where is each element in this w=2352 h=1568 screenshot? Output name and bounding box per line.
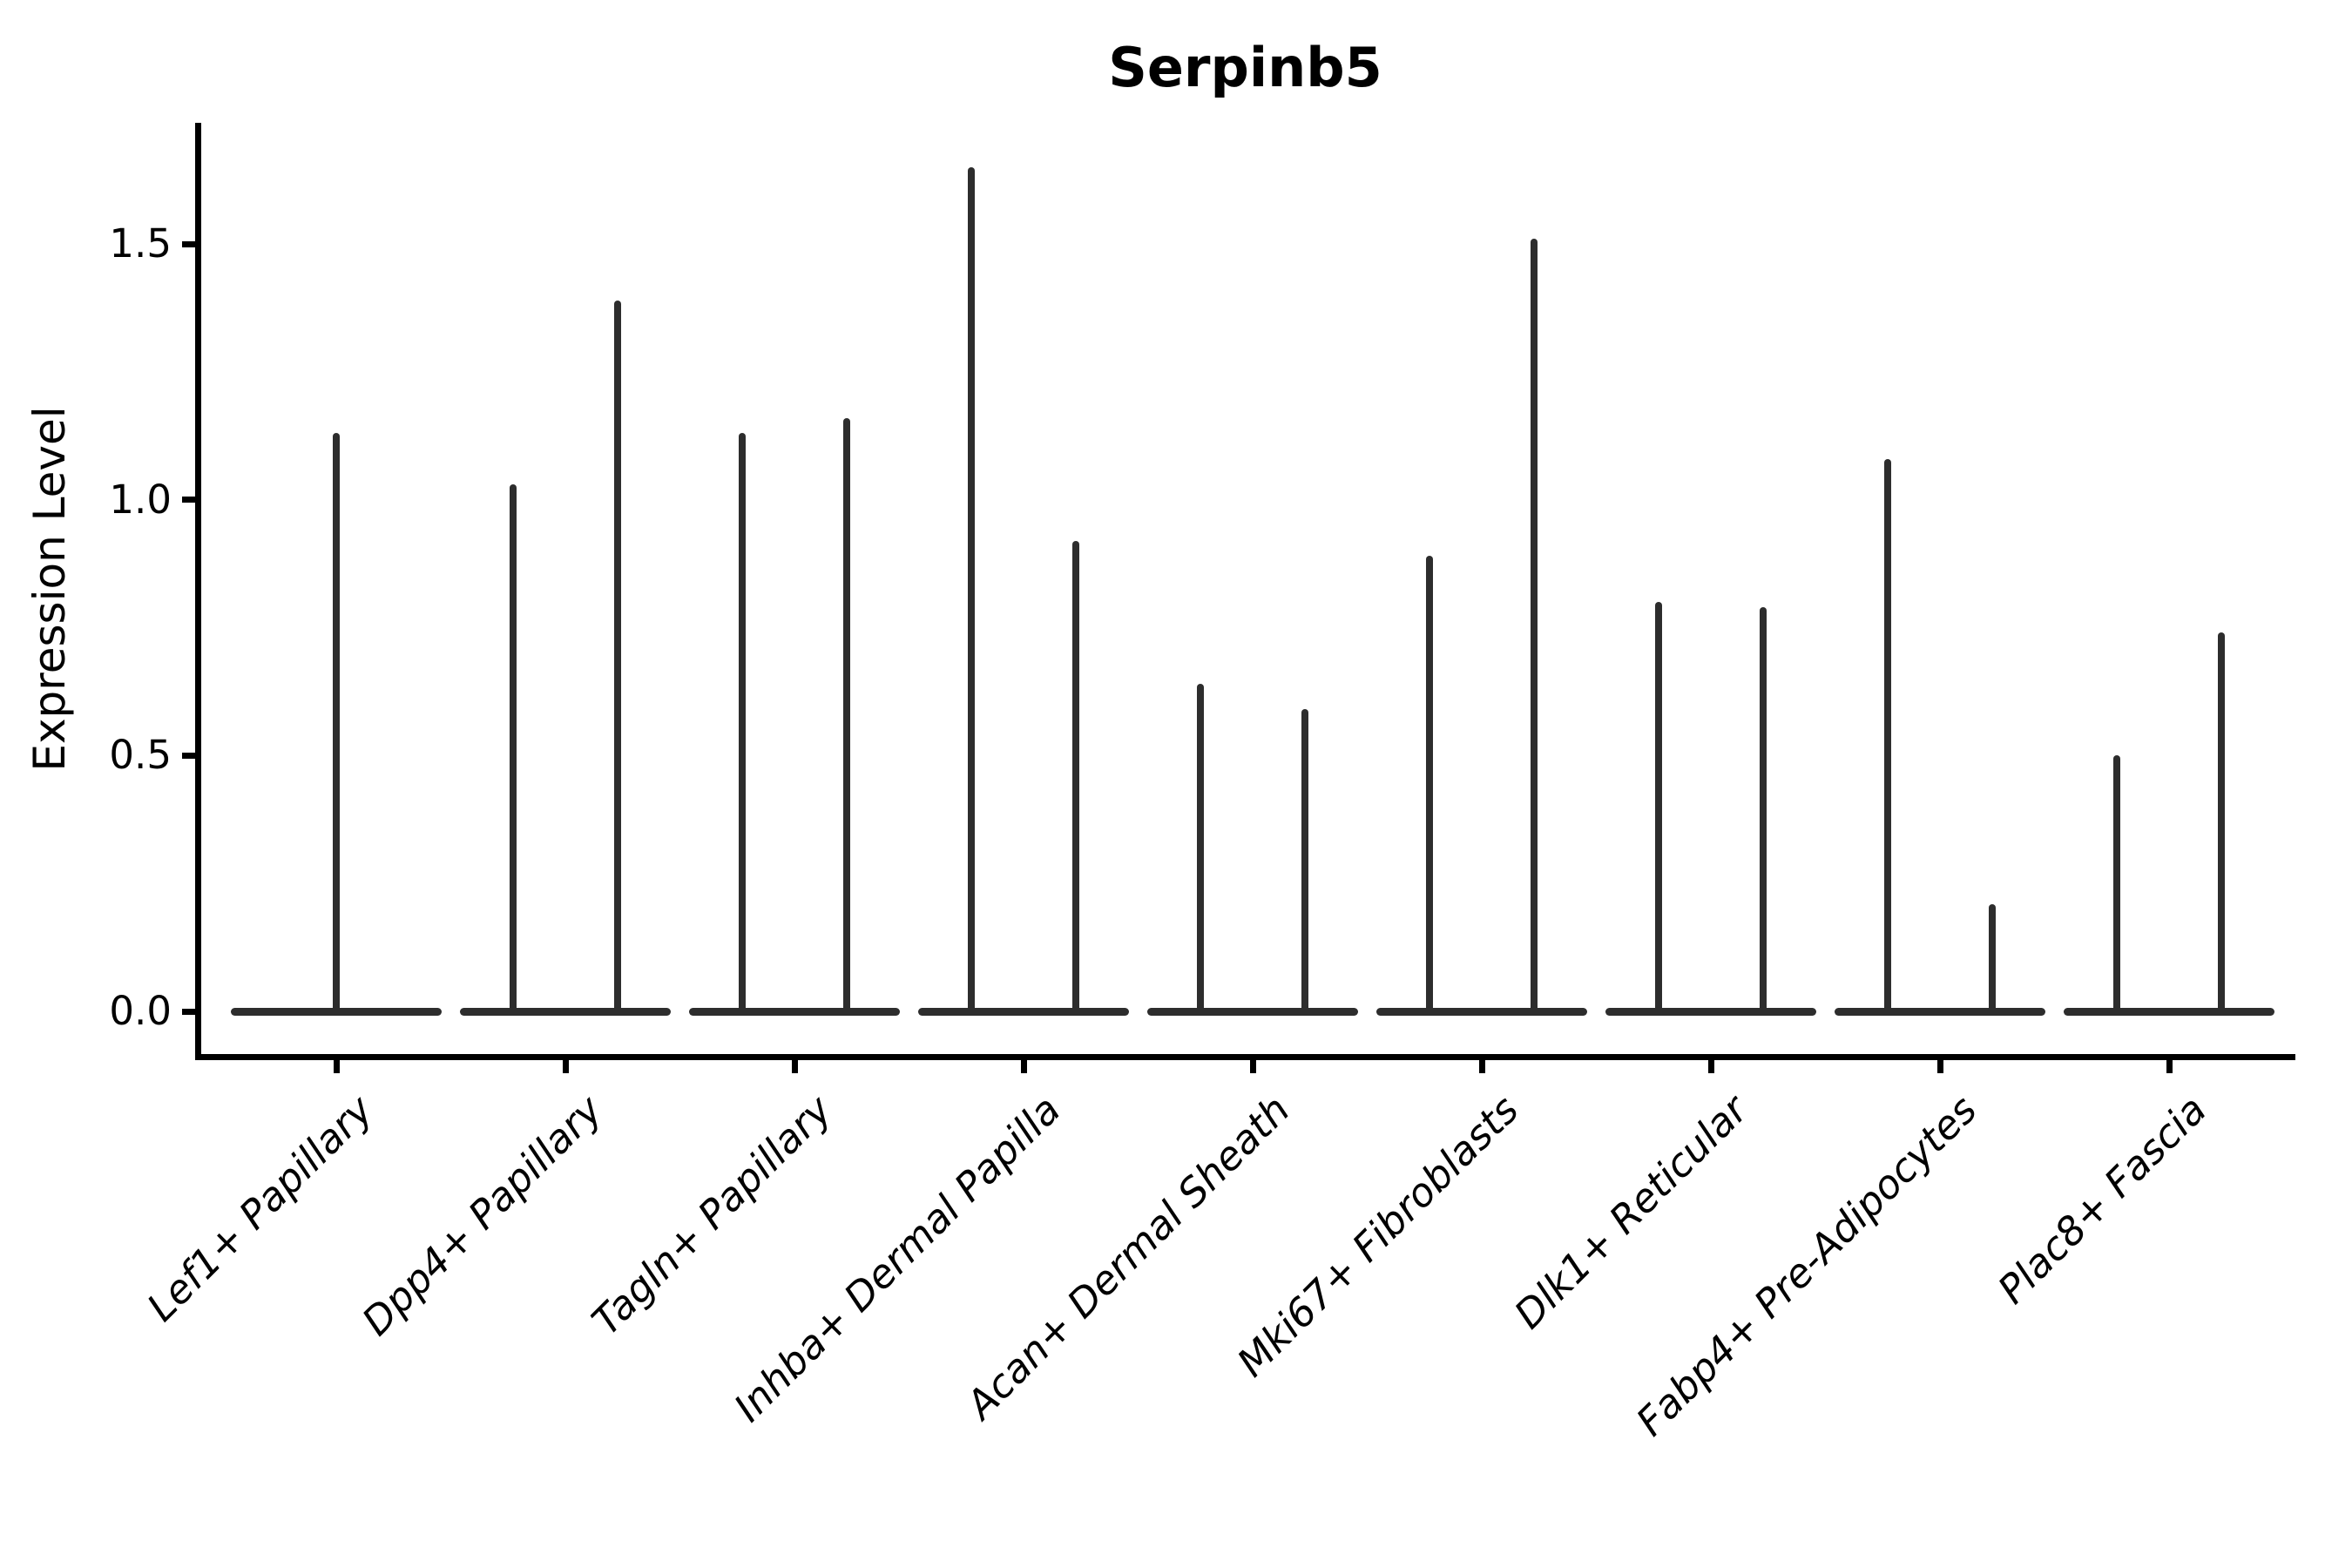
violin-spike	[1884, 458, 1891, 1015]
y-tick	[182, 1008, 195, 1015]
x-tick	[1249, 1060, 1256, 1073]
violin-spike	[968, 166, 975, 1015]
x-tick	[1478, 1060, 1485, 1073]
y-axis-spine	[195, 123, 201, 1060]
violin-baseline	[918, 1007, 1129, 1016]
y-tick-label: 1.5	[109, 220, 172, 267]
violin-spike	[1760, 607, 1767, 1015]
x-tick	[791, 1060, 798, 1073]
violin-spike	[1989, 903, 1996, 1015]
x-tick	[1707, 1060, 1714, 1073]
y-tick	[182, 240, 195, 247]
x-tick-label: Lef1+ Papillary	[138, 1086, 382, 1330]
x-axis-spine	[195, 1054, 2295, 1060]
y-axis-label: Expression Level	[24, 406, 75, 772]
violin-baseline	[1605, 1007, 1816, 1016]
y-tick-label: 1.0	[109, 476, 172, 523]
x-tick-label: Dlk1+ Reticular	[1505, 1086, 1757, 1338]
violin-spike	[2218, 632, 2225, 1015]
y-tick	[182, 497, 195, 504]
x-tick	[333, 1060, 340, 1073]
chart-title: Serpinb5	[1108, 36, 1382, 99]
violin-baseline	[1376, 1007, 1587, 1016]
x-tick	[2166, 1060, 2173, 1073]
violin-spike	[614, 300, 621, 1015]
y-tick-label: 0.5	[109, 732, 172, 779]
y-tick-label: 0.0	[109, 988, 172, 1034]
violin-spike	[739, 433, 746, 1015]
x-tick	[562, 1060, 569, 1073]
violin-spike	[843, 417, 850, 1015]
violin-spike	[1301, 709, 1308, 1015]
violin-spike	[1197, 684, 1204, 1015]
violin-baseline	[460, 1007, 671, 1016]
x-tick-label: Dpp4+ Papillary	[353, 1086, 612, 1345]
violin-spike	[510, 484, 517, 1015]
violin-spike	[2113, 755, 2120, 1015]
y-tick	[182, 752, 195, 759]
violin-spike	[333, 433, 340, 1015]
violin-baseline	[2064, 1007, 2274, 1016]
violin-baseline	[1835, 1007, 2045, 1016]
violin-baseline	[1147, 1007, 1358, 1016]
x-tick	[1020, 1060, 1027, 1073]
x-tick-label: Tagln+ Papillary	[582, 1086, 841, 1345]
violin-baseline	[689, 1007, 900, 1016]
violin-spike	[1072, 540, 1079, 1015]
violin-spike	[1655, 602, 1662, 1015]
violin-spike	[1531, 239, 1538, 1015]
violin-spike	[1426, 556, 1433, 1015]
x-tick	[1936, 1060, 1943, 1073]
x-tick-label: Plac8+ Fascia	[1988, 1086, 2215, 1313]
